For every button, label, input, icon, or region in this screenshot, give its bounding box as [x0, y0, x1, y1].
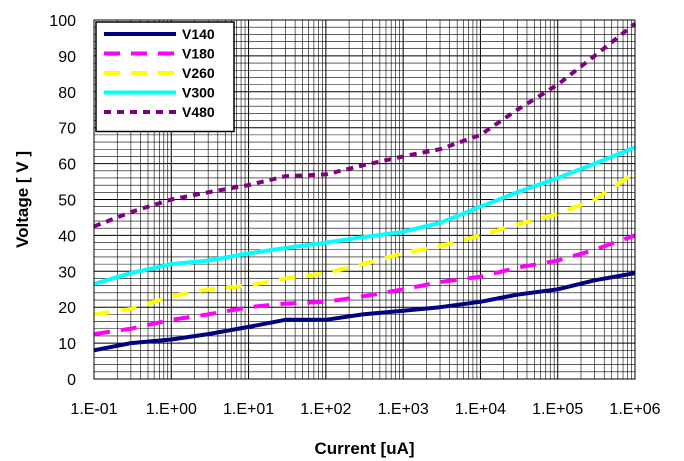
x-tick-labels: 1.E-01 1.E+00 1.E+01 1.E+02 1.E+03 1.E+04 1.E+…: [70, 401, 660, 418]
y-tick-label: 70: [58, 121, 76, 138]
x-tick-label: 1.E+00: [146, 401, 197, 418]
y-axis-title: Voltage [ V ]: [13, 151, 32, 248]
y-tick-label: 100: [49, 13, 76, 30]
legend: V140 V180 V260 V300 V480: [95, 21, 235, 133]
series-line-v480: [93, 22, 637, 229]
series-line-v260: [93, 170, 637, 317]
y-tick-label: 20: [58, 300, 76, 317]
y-tick-label: 90: [58, 49, 76, 66]
y-tick-label: 10: [58, 336, 76, 353]
y-tick-labels: 0 10 20 30 40 50 60 70 80 90 100: [49, 13, 76, 389]
x-tick-label: 1.E+05: [532, 401, 583, 418]
series-line-v180: [93, 233, 636, 337]
x-tick-label: 1.E+04: [455, 401, 506, 418]
legend-label-v140: V140: [182, 26, 215, 42]
y-tick-label: 50: [58, 193, 76, 210]
legend-label-v260: V260: [182, 65, 215, 81]
x-tick-label: 1.E+01: [223, 401, 274, 418]
y-tick-label: 0: [67, 372, 76, 389]
plot-frame: [93, 19, 636, 380]
y-tick-label: 60: [58, 157, 76, 174]
x-tick-label: 1.E+03: [378, 401, 429, 418]
x-tick-label: 1.E+06: [609, 401, 660, 418]
legend-label-v180: V180: [182, 46, 215, 62]
y-tick-label: 30: [58, 264, 76, 281]
x-axis-title: Current [uA]: [314, 439, 414, 458]
series-line-v300: [93, 145, 636, 286]
legend-label-v300: V300: [182, 85, 215, 101]
x-tick-label: 1.E-01: [70, 401, 117, 418]
y-tick-label: 40: [58, 228, 76, 245]
x-tick-label: 1.E+02: [300, 401, 351, 418]
y-tick-label: 80: [58, 85, 76, 102]
series-line-v140: [93, 271, 636, 353]
legend-label-v480: V480: [182, 104, 215, 120]
series-lines: [93, 22, 637, 353]
